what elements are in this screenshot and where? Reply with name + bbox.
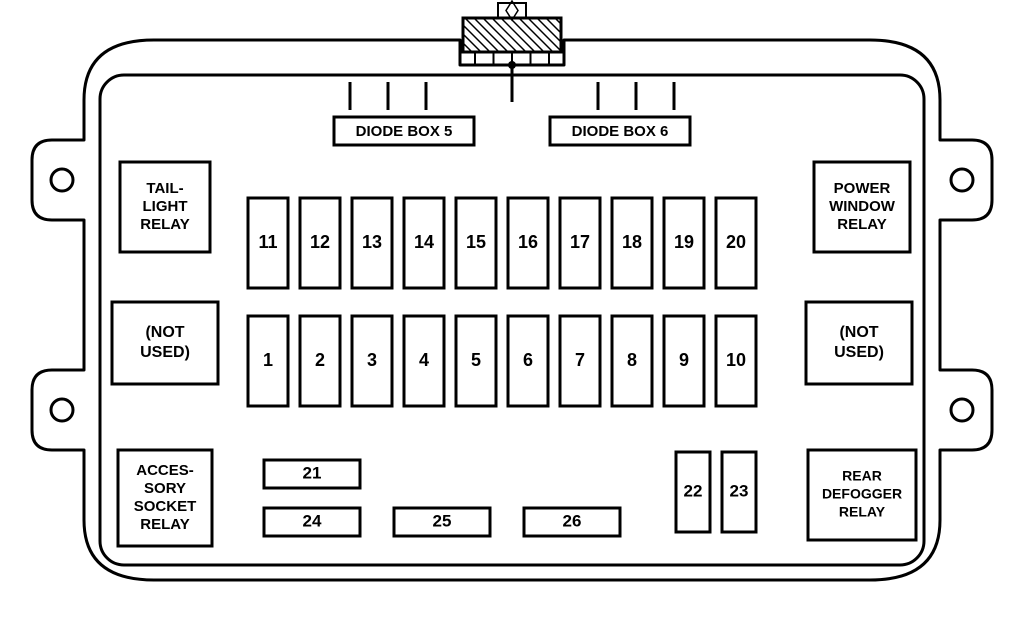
svg-text:24: 24: [303, 511, 322, 530]
svg-text:REAR: REAR: [842, 468, 882, 484]
svg-text:RELAY: RELAY: [837, 216, 886, 233]
svg-text:21: 21: [303, 463, 322, 482]
fuse-14: 14: [404, 198, 444, 288]
svg-text:1: 1: [263, 350, 273, 370]
fuse-6: 6: [508, 316, 548, 406]
svg-text:RELAY: RELAY: [140, 216, 189, 233]
svg-text:25: 25: [433, 511, 452, 530]
svg-text:5: 5: [471, 350, 481, 370]
fuse-11: 11: [248, 198, 288, 288]
fuse-26: 26: [524, 508, 620, 536]
fuse-box-diagram: DIODE BOX 5DIODE BOX 6TAIL-LIGHTRELAY(NO…: [0, 0, 1024, 620]
svg-text:22: 22: [684, 481, 703, 500]
mount-hole: [51, 399, 73, 421]
svg-text:13: 13: [362, 232, 382, 252]
fuse-4: 4: [404, 316, 444, 406]
svg-text:LIGHT: LIGHT: [143, 198, 188, 215]
svg-text:7: 7: [575, 350, 585, 370]
svg-text:WINDOW: WINDOW: [829, 198, 896, 215]
fuse-15: 15: [456, 198, 496, 288]
accessory-socket-relay: ACCES-SORYSOCKETRELAY: [118, 450, 212, 546]
svg-text:DIODE BOX 5: DIODE BOX 5: [356, 123, 453, 140]
svg-text:9: 9: [679, 350, 689, 370]
top-connector: [463, 1, 561, 102]
svg-text:16: 16: [518, 232, 538, 252]
svg-text:POWER: POWER: [834, 180, 891, 197]
svg-text:3: 3: [367, 350, 377, 370]
fuse-13: 13: [352, 198, 392, 288]
fuse-12: 12: [300, 198, 340, 288]
fuse-9: 9: [664, 316, 704, 406]
svg-text:ACCES-: ACCES-: [136, 462, 194, 479]
fuse-18: 18: [612, 198, 652, 288]
fuse-25: 25: [394, 508, 490, 536]
svg-text:17: 17: [570, 232, 590, 252]
svg-text:10: 10: [726, 350, 746, 370]
svg-text:23: 23: [730, 481, 749, 500]
svg-text:11: 11: [258, 232, 277, 252]
mount-hole: [51, 169, 73, 191]
fuse-2: 2: [300, 316, 340, 406]
svg-text:DIODE BOX 6: DIODE BOX 6: [572, 123, 669, 140]
svg-text:USED): USED): [834, 344, 884, 361]
svg-text:6: 6: [523, 350, 533, 370]
fuse-16: 16: [508, 198, 548, 288]
fuse-23: 23: [722, 452, 756, 532]
mount-hole: [951, 169, 973, 191]
svg-text:15: 15: [466, 232, 486, 252]
svg-text:8: 8: [627, 350, 637, 370]
not-used-left: (NOT USED): [112, 302, 218, 384]
svg-text:20: 20: [726, 232, 746, 252]
fuse-3: 3: [352, 316, 392, 406]
fuse-21: 21: [264, 460, 360, 488]
power-window-relay: POWERWINDOWRELAY: [814, 162, 910, 252]
svg-text:SORY: SORY: [144, 480, 186, 497]
svg-text:4: 4: [419, 350, 429, 370]
fuse-24: 24: [264, 508, 360, 536]
fuse-22: 22: [676, 452, 710, 532]
svg-text:18: 18: [622, 232, 642, 252]
fuse-10: 10: [716, 316, 756, 406]
diode-box-5: DIODE BOX 5: [334, 117, 474, 145]
fuse-20: 20: [716, 198, 756, 288]
fuse-8: 8: [612, 316, 652, 406]
svg-text:26: 26: [563, 511, 582, 530]
svg-text:14: 14: [414, 232, 434, 252]
svg-text:(NOT: (NOT: [839, 324, 878, 341]
svg-text:DEFOGGER: DEFOGGER: [822, 486, 902, 502]
fuse-19: 19: [664, 198, 704, 288]
svg-text:RELAY: RELAY: [140, 516, 189, 533]
taillight-relay: TAIL-LIGHTRELAY: [120, 162, 210, 252]
svg-text:USED): USED): [140, 344, 190, 361]
fuse-1: 1: [248, 316, 288, 406]
diode-box-6: DIODE BOX 6: [550, 117, 690, 145]
svg-text:RELAY: RELAY: [839, 504, 886, 520]
svg-text:(NOT: (NOT: [145, 324, 184, 341]
fuse-5: 5: [456, 316, 496, 406]
svg-text:TAIL-: TAIL-: [146, 180, 183, 197]
svg-text:2: 2: [315, 350, 325, 370]
not-used-right: (NOT USED): [806, 302, 912, 384]
rear-defogger-relay: REAR DEFOGGER RELAY: [808, 450, 916, 540]
mount-hole: [951, 399, 973, 421]
fuse-17: 17: [560, 198, 600, 288]
fuse-7: 7: [560, 316, 600, 406]
svg-text:19: 19: [674, 232, 694, 252]
svg-text:12: 12: [310, 232, 330, 252]
svg-text:SOCKET: SOCKET: [134, 498, 197, 515]
